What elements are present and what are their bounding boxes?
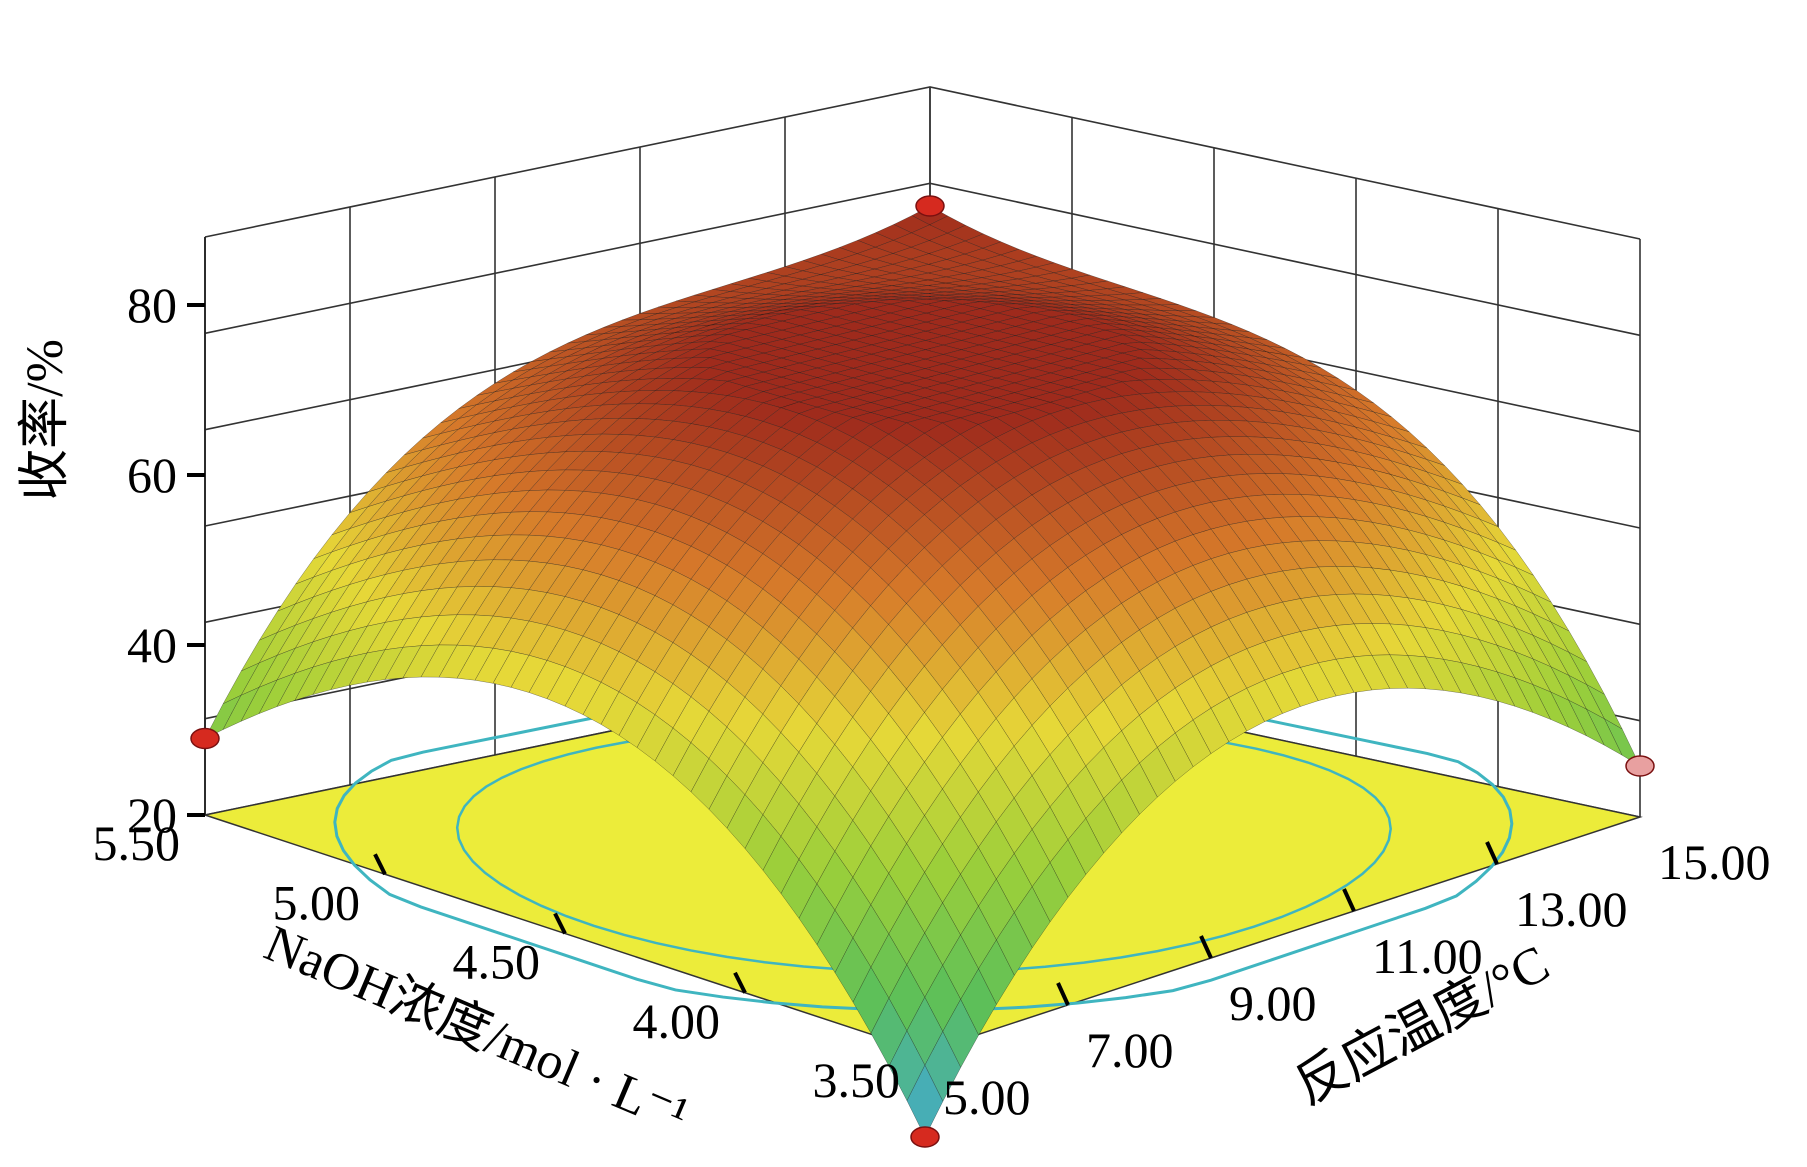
y-tick	[1342, 888, 1356, 912]
y-tick-label: 7.00	[1086, 1022, 1174, 1078]
x-tick-label: 4.50	[453, 934, 541, 990]
surface-cell	[906, 1064, 944, 1138]
y-tick	[1056, 982, 1070, 1006]
z-tick-label: 40	[127, 617, 177, 673]
design-point	[190, 727, 220, 750]
design-point	[910, 1126, 940, 1148]
y-tick-label: 5.00	[943, 1069, 1031, 1125]
design-point	[915, 195, 945, 217]
x-tick-label: 3.50	[813, 1052, 901, 1108]
y-tick	[1199, 935, 1213, 959]
z-tick-label: 60	[127, 447, 177, 503]
x-tick	[733, 971, 747, 994]
y-tick-label: 13.00	[1515, 881, 1628, 937]
x-tick-label: 5.50	[93, 815, 181, 871]
grid-line	[204, 182, 1641, 337]
x-tick-label: 4.00	[633, 993, 721, 1049]
x-tick	[373, 853, 387, 876]
y-tick-label: 9.00	[1229, 975, 1317, 1031]
surface-mesh	[204, 205, 1641, 1138]
design-point	[1625, 755, 1655, 777]
x-tick-label: 5.00	[273, 874, 361, 930]
z-tick-label: 80	[127, 277, 177, 333]
grid-line	[204, 86, 1641, 240]
z-axis: 20 40 60 80 收率/%	[17, 277, 205, 843]
y-tick	[1485, 841, 1499, 865]
x-tick	[553, 912, 567, 935]
z-axis-title: 收率/%	[17, 339, 74, 501]
y-tick-label: 11.00	[1372, 928, 1483, 984]
y-tick-label: 15.00	[1658, 834, 1771, 890]
design-points	[190, 195, 1655, 1148]
z-tick-label: 20	[127, 787, 177, 843]
